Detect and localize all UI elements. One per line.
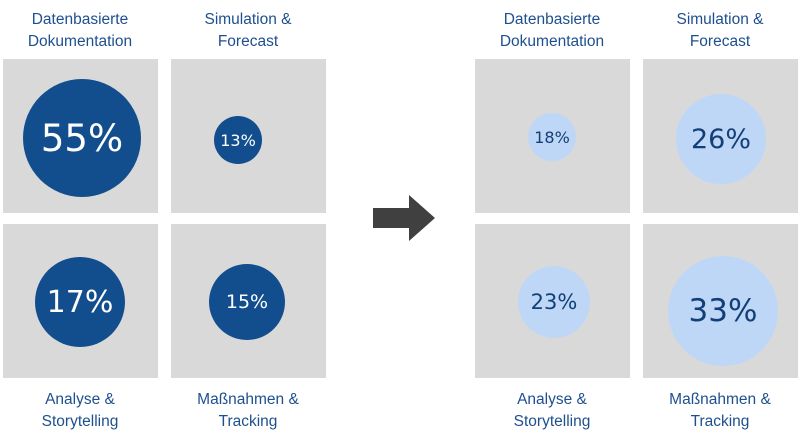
left-label-analyse-storytelling: Analyse & Storytelling — [41, 391, 119, 430]
bubble-26: 26% — [676, 94, 766, 184]
bubble-33: 33% — [668, 256, 778, 366]
bubble-value: 26% — [690, 123, 751, 155]
bubble-value: 55% — [40, 116, 124, 160]
bubble-value: 23% — [530, 290, 578, 314]
bubble-13: 13% — [214, 116, 262, 164]
right-label-simulation-forecast: Simulation & Forecast — [676, 11, 764, 50]
left-panel-analyse-storytelling: 17% — [3, 224, 158, 378]
right-label-datenbasierte-dokumentation: Datenbasierte Dokumentation — [499, 11, 605, 50]
right-panel-simulation-forecast: 26% — [643, 59, 798, 213]
bubble-value: 18% — [534, 127, 570, 147]
right-panel-analyse-storytelling: 23% — [475, 224, 630, 378]
right-panel-massnahmen-tracking: 33% — [643, 224, 798, 378]
bubble-value: 15% — [225, 291, 269, 313]
bubble-23: 23% — [518, 266, 590, 338]
bubble-value: 17% — [46, 284, 114, 320]
bubble-value: 13% — [220, 130, 256, 150]
right-arrow-icon — [373, 195, 435, 241]
left-panel-massnahmen-tracking: 15% — [171, 224, 326, 378]
bubble-value: 33% — [688, 293, 758, 329]
bubble-55: 55% — [23, 79, 141, 197]
right-panel-datenbasierte-dokumentation: 18% — [475, 59, 630, 213]
left-panel-simulation-forecast: 13% — [171, 59, 326, 213]
bubble-15: 15% — [209, 264, 285, 340]
left-label-simulation-forecast: Simulation & Forecast — [204, 11, 292, 50]
left-panel-datenbasierte-dokumentation: 55% — [3, 59, 158, 213]
bubble-17: 17% — [35, 257, 125, 347]
bubble-18: 18% — [528, 113, 576, 161]
right-label-analyse-storytelling: Analyse & Storytelling — [513, 391, 591, 430]
left-label-massnahmen-tracking: Maßnahmen & Tracking — [197, 391, 299, 430]
left-label-datenbasierte-dokumentation: Datenbasierte Dokumentation — [27, 11, 133, 50]
right-label-massnahmen-tracking: Maßnahmen & Tracking — [669, 391, 771, 430]
